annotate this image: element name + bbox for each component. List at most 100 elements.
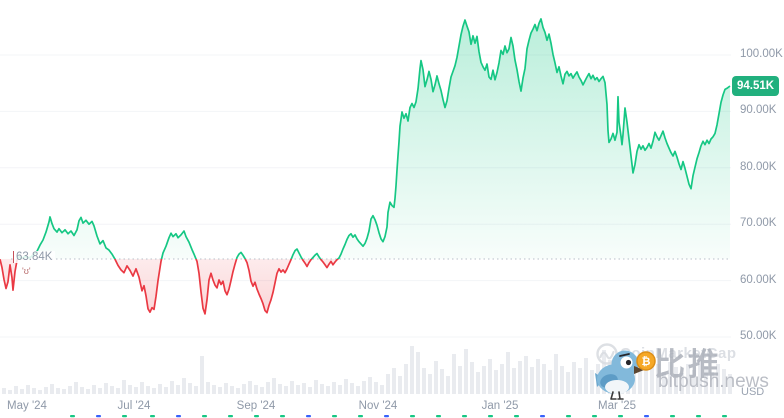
volume-bar bbox=[578, 368, 582, 394]
volume-bar bbox=[50, 384, 54, 394]
volume-bar bbox=[308, 387, 312, 394]
y-axis-label: 90.00K bbox=[740, 104, 777, 117]
bottom-edge-dot bbox=[122, 415, 127, 418]
volume-bar bbox=[140, 382, 144, 394]
volume-bar bbox=[344, 379, 348, 394]
volume-bar bbox=[224, 383, 228, 394]
volume-bar bbox=[650, 354, 654, 394]
volume-bar bbox=[314, 380, 318, 394]
volume-bar bbox=[446, 376, 450, 394]
volume-bar bbox=[530, 367, 534, 394]
volume-bar bbox=[722, 369, 726, 394]
volume-bar bbox=[188, 383, 192, 394]
bottom-edge-dot bbox=[176, 415, 181, 418]
volume-bar bbox=[92, 385, 96, 394]
volume-bar bbox=[476, 372, 480, 394]
bottom-edge-dot bbox=[358, 415, 363, 418]
area-above-baseline bbox=[0, 18, 730, 259]
bottom-edge-dot bbox=[618, 415, 623, 418]
bottom-edge-dot bbox=[96, 415, 101, 418]
volume-bar bbox=[206, 382, 210, 394]
volume-bar bbox=[158, 384, 162, 394]
volume-bar bbox=[566, 372, 570, 394]
volume-bar bbox=[482, 366, 486, 394]
volume-bar bbox=[8, 390, 12, 394]
volume-bar bbox=[26, 385, 30, 394]
volume-bar bbox=[218, 387, 222, 394]
x-axis-label: Mar '25 bbox=[598, 400, 636, 412]
price-line-down bbox=[0, 258, 340, 315]
volume-bar bbox=[380, 385, 384, 394]
volume-bar bbox=[242, 384, 246, 394]
volume-bar bbox=[14, 386, 18, 394]
volume-bar bbox=[704, 366, 708, 394]
volume-bar bbox=[422, 368, 426, 394]
bottom-edge-dot bbox=[722, 415, 727, 418]
bottom-edge-dot bbox=[696, 415, 701, 418]
svg-text:₿: ₿ bbox=[642, 355, 651, 368]
bottom-edge-dot bbox=[150, 415, 155, 418]
volume-bar bbox=[686, 364, 690, 394]
volume-bar bbox=[128, 385, 132, 394]
volume-bar bbox=[434, 361, 438, 394]
bottom-edge-dot bbox=[514, 415, 519, 418]
area-below-baseline bbox=[0, 258, 338, 314]
volume-bar bbox=[68, 386, 72, 394]
volume-bar bbox=[500, 364, 504, 394]
volume-bar bbox=[368, 377, 372, 394]
volume-bar bbox=[512, 368, 516, 394]
bottom-edge-dot bbox=[384, 415, 389, 418]
volume-bar bbox=[638, 360, 642, 394]
bottom-edge-dot bbox=[540, 415, 545, 418]
volume-bar bbox=[440, 369, 444, 394]
volume-bar bbox=[728, 374, 732, 394]
volume-bar bbox=[338, 385, 342, 394]
volume-bar bbox=[290, 381, 294, 394]
volume-bar bbox=[332, 382, 336, 394]
volume-bar bbox=[302, 383, 306, 394]
bitpush-chinese-watermark: 比推 bbox=[654, 347, 722, 382]
volume-bar bbox=[152, 388, 156, 394]
volume-bar bbox=[548, 370, 552, 394]
volume-bar bbox=[236, 388, 240, 394]
x-axis-label: May '24 bbox=[7, 400, 47, 412]
volume-bar bbox=[464, 349, 468, 394]
bottom-edge-dot bbox=[332, 415, 337, 418]
bottom-edge-dot bbox=[306, 415, 311, 418]
volume-bar bbox=[560, 366, 564, 394]
bitpush-site-watermark: bitpush.news bbox=[658, 371, 769, 392]
volume-bar bbox=[362, 381, 366, 394]
bottom-edge-dot bbox=[488, 415, 493, 418]
volume-bar bbox=[80, 387, 84, 394]
volume-bar bbox=[398, 376, 402, 394]
price-line-up bbox=[16, 18, 731, 259]
volume-bar bbox=[134, 387, 138, 394]
volume-bar bbox=[542, 364, 546, 394]
volume-bar bbox=[110, 386, 114, 394]
volume-bar bbox=[668, 362, 672, 394]
volume-bar bbox=[38, 390, 42, 394]
x-axis-label: Jan '25 bbox=[481, 400, 519, 412]
volume-bar bbox=[506, 352, 510, 394]
bottom-edge-dot bbox=[436, 415, 441, 418]
y-axis-label: 70.00K bbox=[740, 217, 777, 230]
artifact-mark: 'ʊ' bbox=[22, 266, 31, 276]
volume-bar bbox=[710, 372, 714, 394]
volume-bar bbox=[230, 386, 234, 394]
volume-bar bbox=[386, 374, 390, 394]
volume-bar bbox=[644, 366, 648, 394]
bottom-edge-dot bbox=[70, 415, 75, 418]
volume-bar bbox=[260, 387, 264, 394]
volume-bar bbox=[284, 386, 288, 394]
volume-bar bbox=[44, 387, 48, 394]
volume-bar bbox=[554, 354, 558, 394]
volume-bar bbox=[146, 386, 150, 394]
volume-bar bbox=[200, 356, 204, 394]
volume-bar bbox=[116, 388, 120, 394]
volume-bar bbox=[212, 385, 216, 394]
volume-bar bbox=[278, 384, 282, 394]
bottom-edge-dot bbox=[462, 415, 467, 418]
volume-bar bbox=[272, 378, 276, 394]
